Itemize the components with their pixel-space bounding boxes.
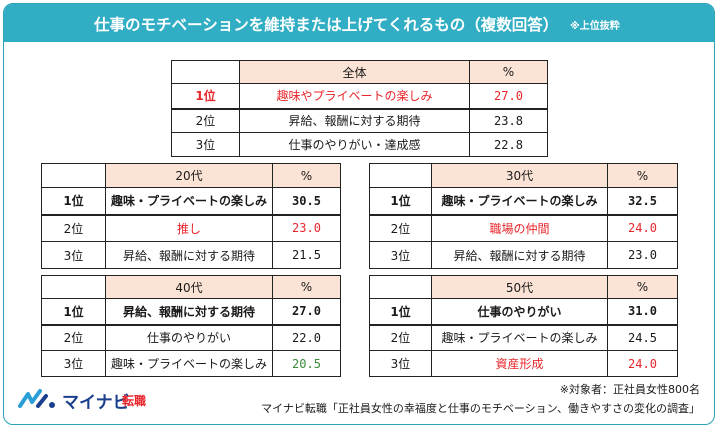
value-cell: 24.0 (607, 214, 678, 242)
pct-header: % (469, 60, 548, 84)
rank-cell: 3位 (369, 241, 432, 269)
group-header: 30代 (431, 163, 608, 188)
item-cell: 仕事のやりがい (431, 298, 608, 325)
value-cell: 23.8 (469, 108, 548, 133)
rank-cell: 3位 (41, 350, 106, 377)
group-header: 全体 (239, 60, 470, 84)
item-cell: 昇給、報酬に対する期待 (239, 108, 470, 133)
title-bar: 仕事のモチベーションを維持または上げてくれるもの（複数回答） ※上位抜粋 (4, 4, 714, 42)
item-cell: 推し (105, 214, 273, 242)
group-header: 50代 (431, 275, 608, 299)
header-blank (369, 163, 432, 188)
logo-mark-icon (18, 389, 55, 408)
table-age20: 20代 % 1位 趣味・プライベートの楽しみ 30.5 2位 推し 23.0 3… (41, 163, 341, 269)
item-cell: 趣味・プライベートの楽しみ (105, 350, 273, 377)
rank-cell: 2位 (41, 324, 106, 351)
item-cell: 資産形成 (431, 350, 608, 377)
mynavi-logo: マイナビ 転職 (18, 386, 188, 413)
table-overall: 全体 % 1位 趣味やプライベートの楽しみ 27.0 2位 昇給、報酬に対する期… (171, 60, 548, 157)
item-cell: 趣味・プライベートの楽しみ (431, 324, 608, 351)
rank-cell: 3位 (171, 132, 240, 157)
value-cell: 22.8 (469, 132, 548, 157)
rank-cell: 1位 (41, 187, 106, 215)
rank-cell: 1位 (369, 298, 432, 325)
value-cell: 22.0 (272, 324, 341, 351)
title-note: ※上位抜粋 (570, 21, 620, 32)
item-cell: 昇給、報酬に対する期待 (105, 298, 273, 325)
item-cell: 昇給、報酬に対する期待 (105, 241, 273, 269)
footnote-source: マイナビ転職「正社員女性の幸福度と仕事のモチベーション、働きやすさの変化の調査」 (261, 402, 700, 415)
logo-sub: 転職 (122, 394, 147, 408)
item-cell: 職場の仲間 (431, 214, 608, 242)
rank-cell: 2位 (369, 214, 432, 242)
group-header: 20代 (105, 163, 273, 188)
value-cell: 30.5 (272, 187, 341, 215)
page-title: 仕事のモチベーションを維持または上げてくれるもの（複数回答） (94, 16, 559, 34)
table-age30: 30代 % 1位 趣味・プライベートの楽しみ 32.5 2位 職場の仲間 24.… (369, 163, 678, 269)
pct-header: % (272, 275, 341, 299)
group-header: 40代 (105, 275, 273, 299)
value-cell: 27.0 (469, 83, 548, 109)
rank-cell: 1位 (41, 298, 106, 325)
value-cell: 27.0 (272, 298, 341, 325)
rank-cell: 2位 (171, 108, 240, 133)
item-cell: 趣味やプライベートの楽しみ (239, 83, 470, 109)
pct-header: % (272, 163, 341, 188)
rank-cell: 3位 (41, 241, 106, 269)
rank-cell: 1位 (171, 83, 240, 109)
item-cell: 仕事のやりがい・達成感 (239, 132, 470, 157)
item-cell: 仕事のやりがい (105, 324, 273, 351)
header-blank (369, 275, 432, 299)
logo-name: マイナビ (62, 393, 130, 413)
item-cell: 趣味・プライベートの楽しみ (431, 187, 608, 215)
item-cell: 昇給、報酬に対する期待 (431, 241, 608, 269)
value-cell: 24.0 (607, 350, 678, 377)
value-cell: 23.0 (272, 214, 341, 242)
rank-cell: 1位 (369, 187, 432, 215)
value-cell: 32.5 (607, 187, 678, 215)
infographic-frame: 仕事のモチベーションを維持または上げてくれるもの（複数回答） ※上位抜粋 全体 … (3, 3, 715, 425)
table-age40: 40代 % 1位 昇給、報酬に対する期待 27.0 2位 仕事のやりがい 22.… (41, 275, 341, 377)
value-cell: 31.0 (607, 298, 678, 325)
item-cell: 趣味・プライベートの楽しみ (105, 187, 273, 215)
rank-cell: 2位 (369, 324, 432, 351)
pct-header: % (607, 163, 678, 188)
footnote-target: ※対象者：正社員女性800名 (559, 383, 700, 396)
value-cell: 24.5 (607, 324, 678, 351)
header-blank (171, 60, 240, 84)
table-age50: 50代 % 1位 仕事のやりがい 31.0 2位 趣味・プライベートの楽しみ 2… (369, 275, 678, 377)
header-blank (41, 275, 106, 299)
value-cell: 20.5 (272, 350, 341, 377)
rank-cell: 2位 (41, 214, 106, 242)
value-cell: 23.0 (607, 241, 678, 269)
value-cell: 21.5 (272, 241, 341, 269)
pct-header: % (607, 275, 678, 299)
header-blank (41, 163, 106, 188)
rank-cell: 3位 (369, 350, 432, 377)
